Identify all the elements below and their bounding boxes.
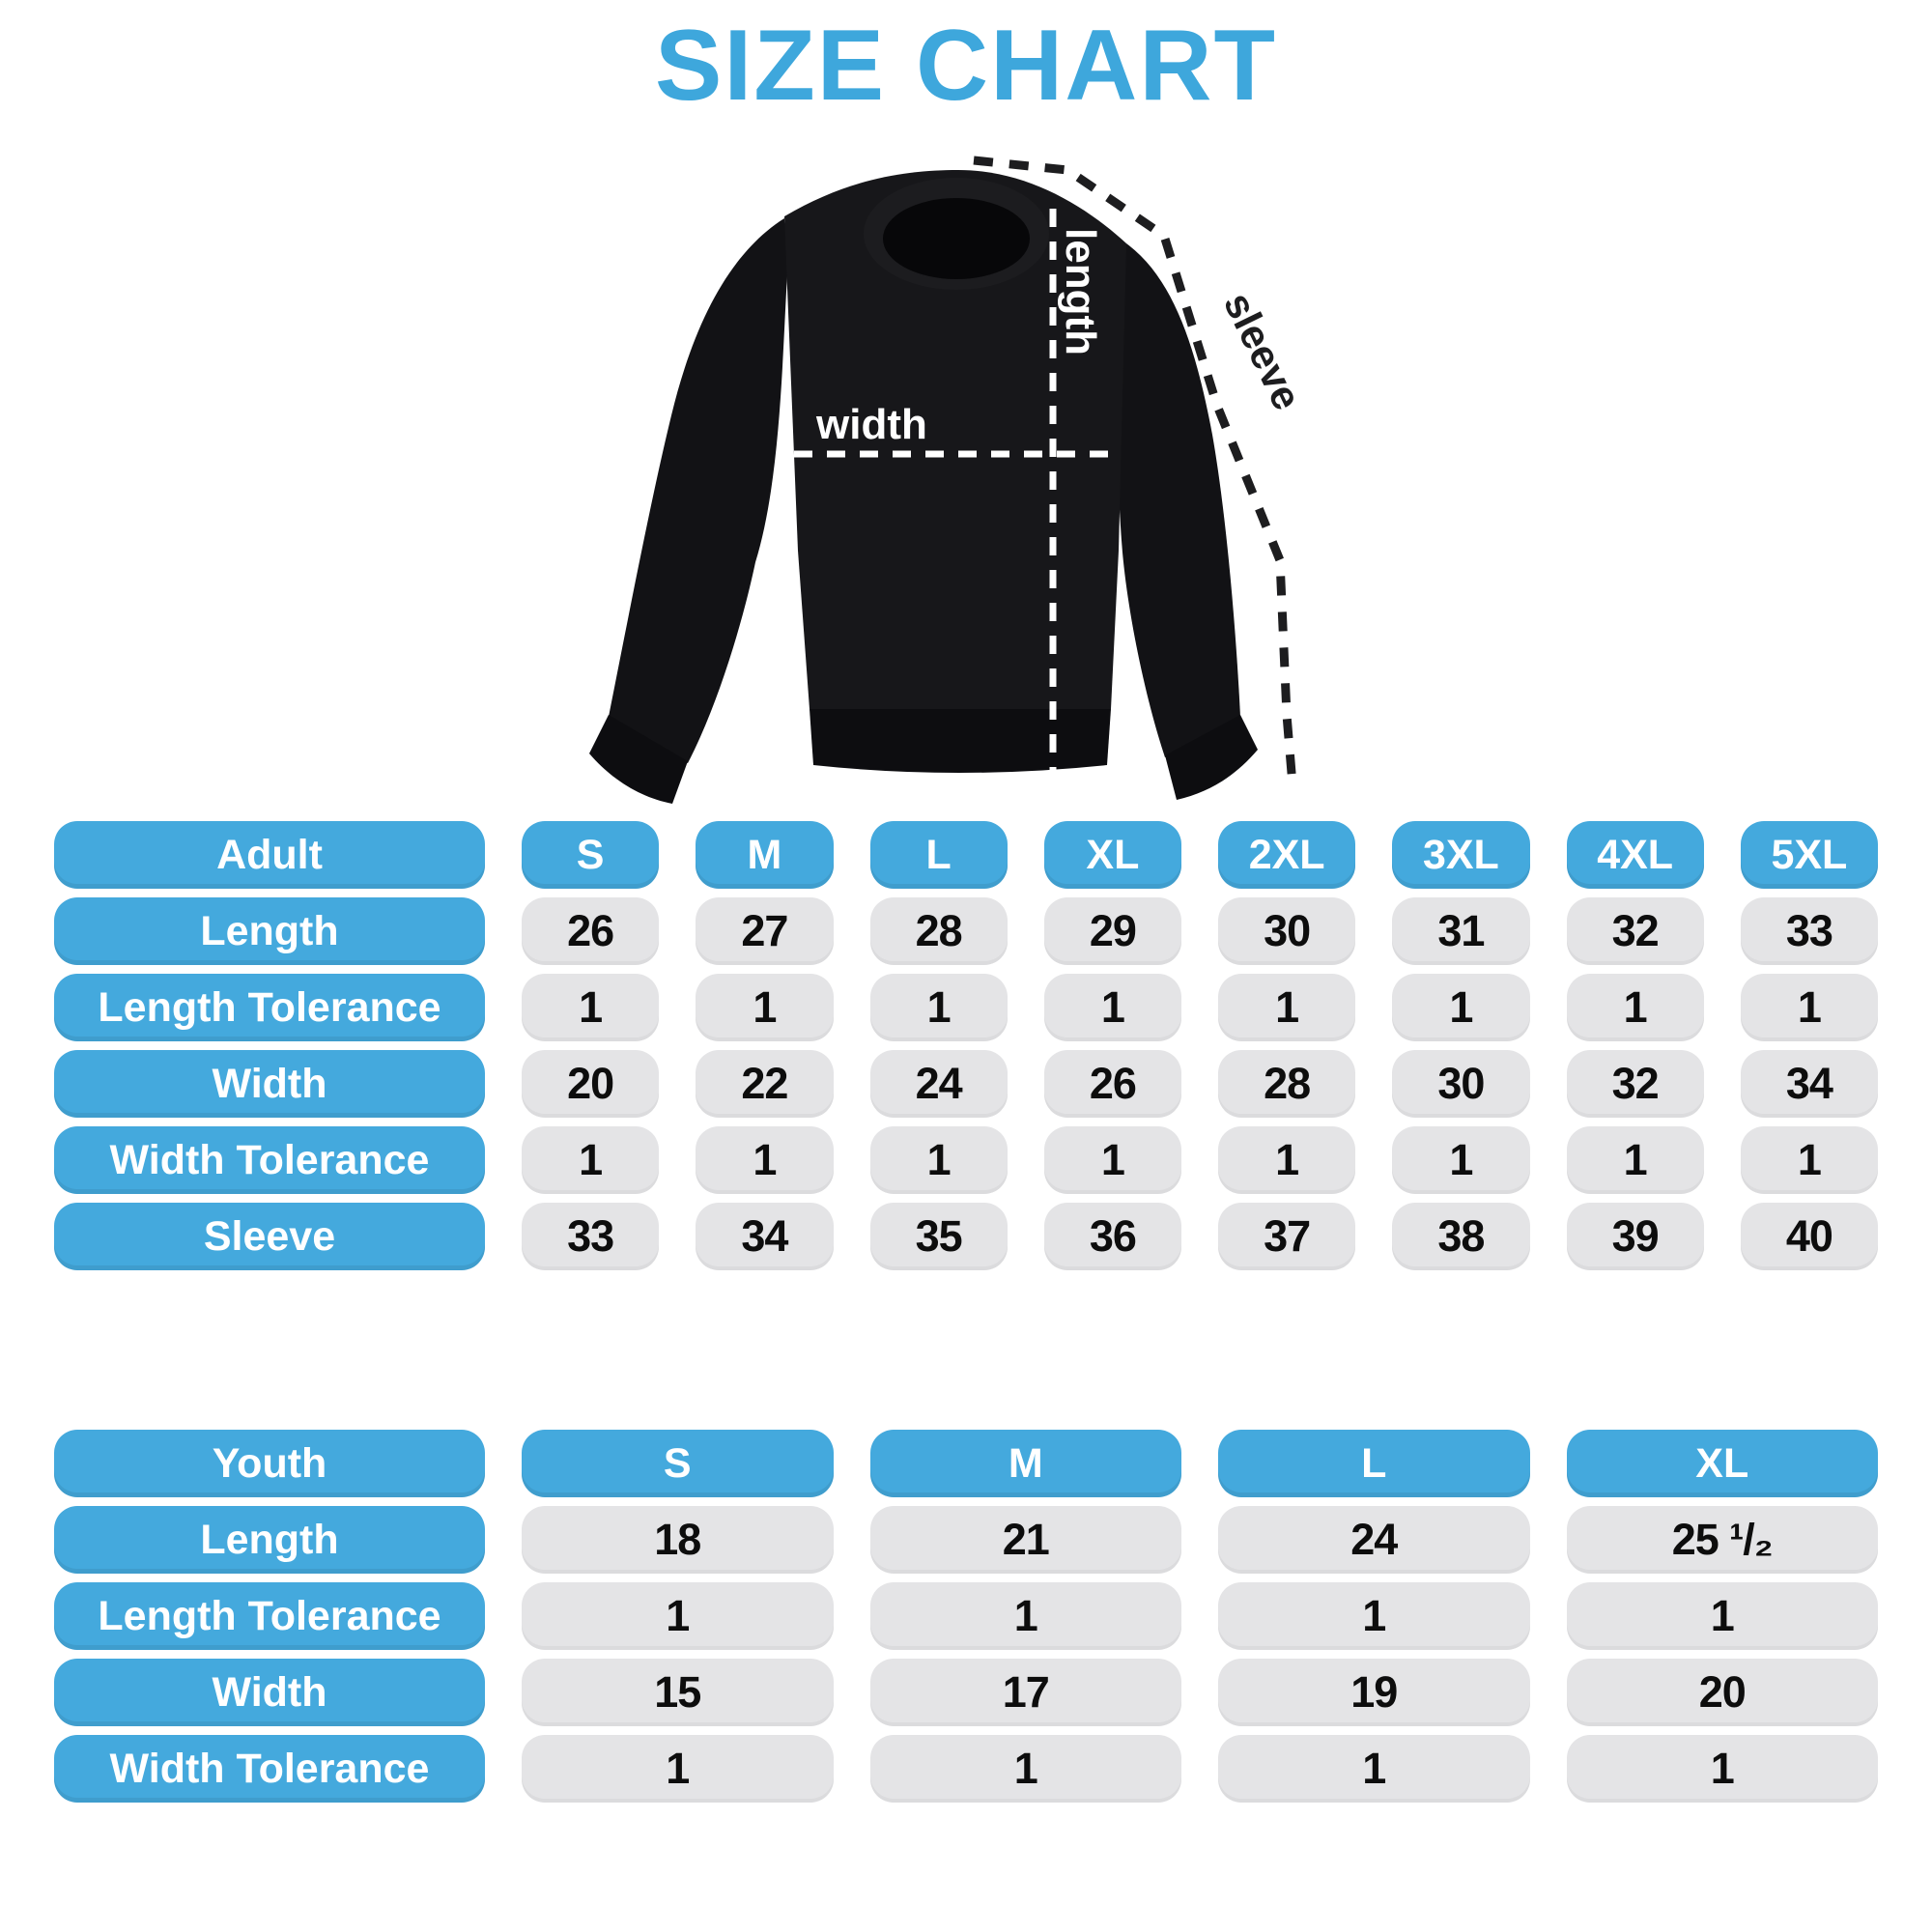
adult-value-cell: 27 bbox=[696, 897, 834, 965]
adult-value-cell: 35 bbox=[869, 1203, 1008, 1270]
youth-row-label: Length Tolerance bbox=[54, 1582, 485, 1650]
adult-value-cell: 1 bbox=[696, 1126, 834, 1194]
youth-value-cell: 1 bbox=[869, 1582, 1181, 1650]
youth-value-cell: 18 bbox=[522, 1506, 834, 1574]
adult-row-label: Length bbox=[54, 897, 485, 965]
adult-value-cell: 1 bbox=[1043, 1126, 1181, 1194]
adult-value-cell: 30 bbox=[1218, 897, 1356, 965]
adult-size-header: 4XL bbox=[1566, 821, 1704, 889]
torso-shape bbox=[784, 170, 1126, 709]
collar-opening bbox=[883, 198, 1030, 279]
adult-value-cell: 36 bbox=[1043, 1203, 1181, 1270]
adult-value-cell: 30 bbox=[1392, 1050, 1530, 1118]
adult-value-cell: 39 bbox=[1566, 1203, 1704, 1270]
adult-value-cell: 1 bbox=[522, 974, 660, 1041]
adult-value-cell: 1 bbox=[1740, 1126, 1878, 1194]
adult-size-header: XL bbox=[1043, 821, 1181, 889]
adult-size-header: 5XL bbox=[1740, 821, 1878, 889]
adult-value-cell: 28 bbox=[1218, 1050, 1356, 1118]
youth-value-cell: 17 bbox=[869, 1659, 1181, 1726]
youth-table-title: Youth bbox=[54, 1430, 485, 1497]
youth-value-cell: 1 bbox=[1218, 1582, 1530, 1650]
youth-value-cell: 1 bbox=[522, 1735, 834, 1803]
adult-row-label: Width bbox=[54, 1050, 485, 1118]
youth-value-cell: 20 bbox=[1566, 1659, 1878, 1726]
youth-value-cell: 25 ¹/₂ bbox=[1566, 1506, 1878, 1574]
adult-value-cell: 22 bbox=[696, 1050, 834, 1118]
adult-value-cell: 1 bbox=[869, 974, 1008, 1041]
youth-value-cell: 1 bbox=[1566, 1735, 1878, 1803]
youth-value-cell: 1 bbox=[1566, 1582, 1878, 1650]
adult-value-cell: 1 bbox=[1218, 974, 1356, 1041]
youth-size-table: Youth S M L XL Length 18 21 24 25 ¹/₂ Le… bbox=[54, 1430, 1878, 1803]
youth-value-cell: 1 bbox=[869, 1735, 1181, 1803]
youth-size-header: XL bbox=[1566, 1430, 1878, 1497]
adult-value-cell: 28 bbox=[869, 897, 1008, 965]
youth-value-cell: 19 bbox=[1218, 1659, 1530, 1726]
adult-row-label: Sleeve bbox=[54, 1203, 485, 1270]
adult-value-cell: 1 bbox=[1566, 1126, 1704, 1194]
youth-value-cell: 1 bbox=[1218, 1735, 1530, 1803]
adult-row-label: Length Tolerance bbox=[54, 974, 485, 1041]
adult-value-cell: 1 bbox=[1392, 974, 1530, 1041]
adult-value-cell: 1 bbox=[1740, 974, 1878, 1041]
adult-value-cell: 1 bbox=[696, 974, 834, 1041]
adult-value-cell: 31 bbox=[1392, 897, 1530, 965]
adult-value-cell: 1 bbox=[1218, 1126, 1356, 1194]
adult-value-cell: 32 bbox=[1566, 897, 1704, 965]
youth-value-cell: 21 bbox=[869, 1506, 1181, 1574]
youth-size-header: L bbox=[1218, 1430, 1530, 1497]
youth-row-label: Width Tolerance bbox=[54, 1735, 485, 1803]
adult-size-table: Adult S M L XL 2XL 3XL 4XL 5XL Length 26… bbox=[54, 821, 1878, 1270]
sweatshirt-measurement-diagram: width length sleeve bbox=[541, 116, 1391, 813]
adult-size-header: M bbox=[696, 821, 834, 889]
youth-row-label: Length bbox=[54, 1506, 485, 1574]
youth-value-cell: 24 bbox=[1218, 1506, 1530, 1574]
length-measure-label: length bbox=[1057, 228, 1104, 355]
adult-value-cell: 34 bbox=[696, 1203, 834, 1270]
adult-table-title: Adult bbox=[54, 821, 485, 889]
youth-size-header: S bbox=[522, 1430, 834, 1497]
hem-band bbox=[810, 709, 1111, 773]
sleeve-measure-label: sleeve bbox=[1215, 285, 1311, 416]
youth-value-cell: 15 bbox=[522, 1659, 834, 1726]
adult-value-cell: 20 bbox=[522, 1050, 660, 1118]
adult-value-cell: 26 bbox=[522, 897, 660, 965]
adult-value-cell: 1 bbox=[1566, 974, 1704, 1041]
adult-value-cell: 32 bbox=[1566, 1050, 1704, 1118]
adult-value-cell: 24 bbox=[869, 1050, 1008, 1118]
youth-size-header: M bbox=[869, 1430, 1181, 1497]
adult-value-cell: 1 bbox=[1043, 974, 1181, 1041]
adult-value-cell: 33 bbox=[1740, 897, 1878, 965]
adult-value-cell: 26 bbox=[1043, 1050, 1181, 1118]
adult-value-cell: 1 bbox=[522, 1126, 660, 1194]
youth-row-label: Width bbox=[54, 1659, 485, 1726]
adult-size-header: S bbox=[522, 821, 660, 889]
left-sleeve-shape bbox=[609, 218, 788, 763]
adult-value-cell: 33 bbox=[522, 1203, 660, 1270]
page-title: SIZE CHART bbox=[655, 10, 1277, 122]
adult-value-cell: 1 bbox=[869, 1126, 1008, 1194]
width-measure-label: width bbox=[815, 401, 927, 448]
youth-value-cell: 1 bbox=[522, 1582, 834, 1650]
adult-value-cell: 34 bbox=[1740, 1050, 1878, 1118]
adult-value-cell: 29 bbox=[1043, 897, 1181, 965]
right-cuff bbox=[1165, 715, 1258, 800]
adult-size-header: 3XL bbox=[1392, 821, 1530, 889]
right-sleeve-shape bbox=[1117, 243, 1240, 757]
left-cuff bbox=[589, 715, 688, 804]
sweatshirt-graphic: width length sleeve bbox=[589, 156, 1311, 804]
adult-value-cell: 1 bbox=[1392, 1126, 1530, 1194]
adult-value-cell: 40 bbox=[1740, 1203, 1878, 1270]
adult-value-cell: 38 bbox=[1392, 1203, 1530, 1270]
adult-row-label: Width Tolerance bbox=[54, 1126, 485, 1194]
adult-size-header: L bbox=[869, 821, 1008, 889]
adult-size-header: 2XL bbox=[1218, 821, 1356, 889]
adult-value-cell: 37 bbox=[1218, 1203, 1356, 1270]
